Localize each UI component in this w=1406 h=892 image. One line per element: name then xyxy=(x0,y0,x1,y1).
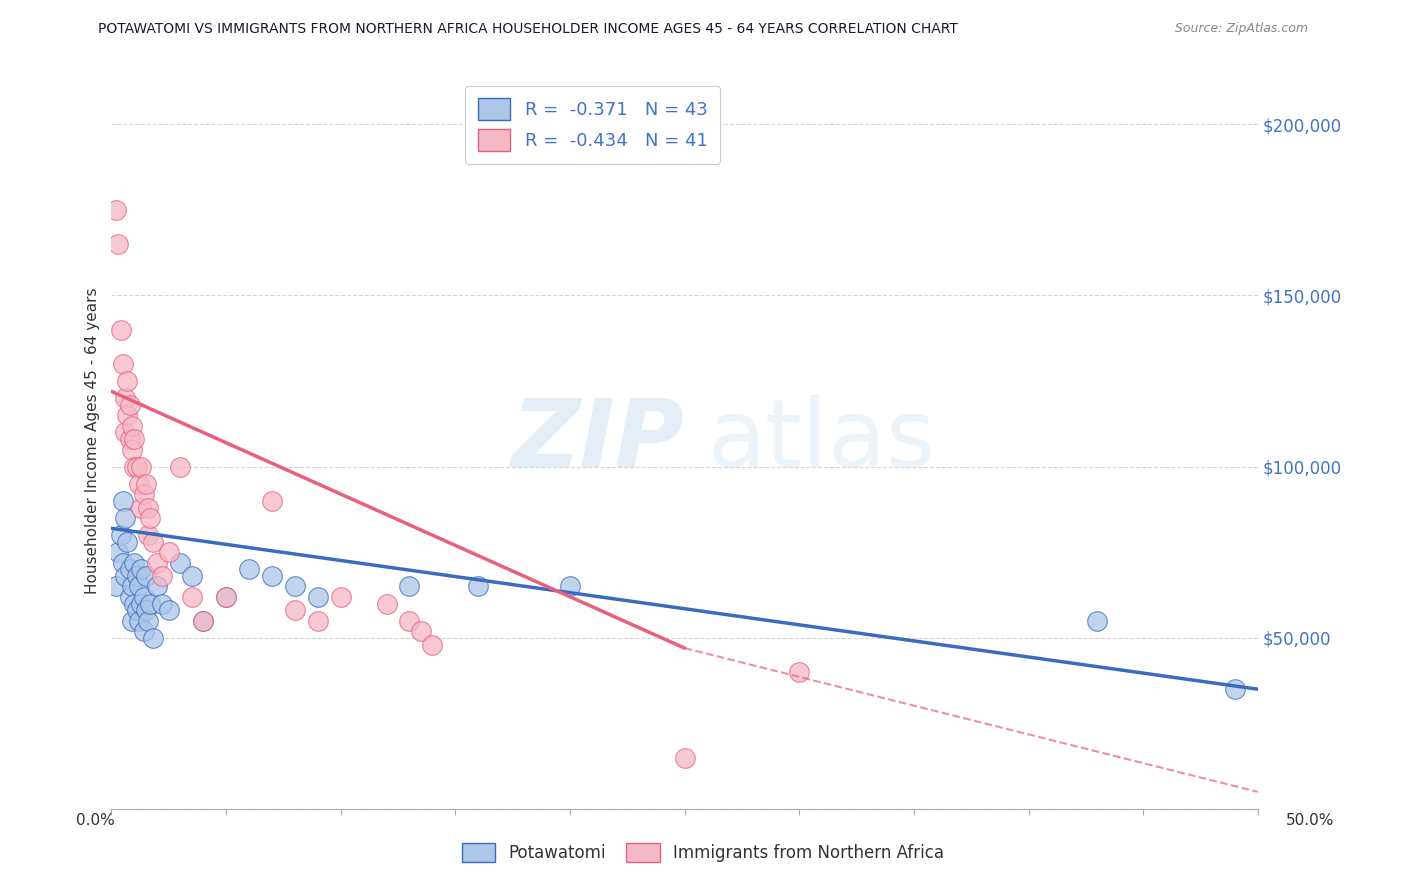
Point xyxy=(329,590,352,604)
Point xyxy=(129,562,152,576)
Point xyxy=(260,569,283,583)
Point xyxy=(139,597,162,611)
Point xyxy=(260,494,283,508)
Point xyxy=(118,562,141,576)
Point xyxy=(215,590,238,604)
Point xyxy=(307,590,329,604)
Point xyxy=(136,614,159,628)
Point xyxy=(135,569,157,583)
Point xyxy=(409,624,432,638)
Point xyxy=(180,569,202,583)
Point xyxy=(139,511,162,525)
Point xyxy=(150,569,173,583)
Point xyxy=(128,614,150,628)
Point xyxy=(1223,682,1246,697)
Point xyxy=(124,597,146,611)
Point xyxy=(398,614,420,628)
Point xyxy=(191,614,214,628)
Point xyxy=(111,494,134,508)
Point xyxy=(180,590,202,604)
Point xyxy=(111,556,134,570)
Text: 50.0%: 50.0% xyxy=(1286,814,1334,828)
Legend: R =  -0.371   N = 43, R =  -0.434   N = 41: R = -0.371 N = 43, R = -0.434 N = 41 xyxy=(465,86,720,164)
Point xyxy=(142,535,165,549)
Point xyxy=(105,579,128,593)
Point xyxy=(787,665,810,679)
Point xyxy=(117,409,139,423)
Point xyxy=(105,202,128,217)
Point xyxy=(110,323,132,337)
Point xyxy=(132,487,155,501)
Point xyxy=(135,603,157,617)
Point xyxy=(117,374,139,388)
Point xyxy=(114,511,136,525)
Point xyxy=(114,425,136,440)
Point xyxy=(146,579,169,593)
Text: POTAWATOMI VS IMMIGRANTS FROM NORTHERN AFRICA HOUSEHOLDER INCOME AGES 45 - 64 YE: POTAWATOMI VS IMMIGRANTS FROM NORTHERN A… xyxy=(98,22,959,37)
Point xyxy=(169,556,191,570)
Point xyxy=(121,579,143,593)
Y-axis label: Householder Income Ages 45 - 64 years: Householder Income Ages 45 - 64 years xyxy=(86,288,100,594)
Point xyxy=(307,614,329,628)
Point xyxy=(558,579,581,593)
Text: atlas: atlas xyxy=(707,395,936,487)
Point xyxy=(121,614,143,628)
Text: ZIP: ZIP xyxy=(512,395,685,487)
Point xyxy=(111,357,134,371)
Point xyxy=(136,500,159,515)
Point xyxy=(124,459,146,474)
Point xyxy=(191,614,214,628)
Point xyxy=(114,391,136,405)
Point xyxy=(215,590,238,604)
Point xyxy=(375,597,398,611)
Point xyxy=(398,579,420,593)
Point xyxy=(107,237,129,252)
Point xyxy=(238,562,260,576)
Point xyxy=(129,597,152,611)
Point xyxy=(124,432,146,446)
Text: Source: ZipAtlas.com: Source: ZipAtlas.com xyxy=(1174,22,1308,36)
Point xyxy=(135,476,157,491)
Point xyxy=(284,579,307,593)
Point xyxy=(157,545,180,559)
Point xyxy=(129,459,152,474)
Point xyxy=(422,638,444,652)
Point xyxy=(121,442,143,457)
Text: 0.0%: 0.0% xyxy=(76,814,115,828)
Point xyxy=(118,590,141,604)
Point xyxy=(128,579,150,593)
Point xyxy=(150,597,173,611)
Point xyxy=(114,569,136,583)
Point xyxy=(121,418,143,433)
Point xyxy=(125,459,148,474)
Point xyxy=(128,476,150,491)
Point xyxy=(284,603,307,617)
Point xyxy=(169,459,191,474)
Point xyxy=(467,579,489,593)
Point xyxy=(117,535,139,549)
Point xyxy=(1085,614,1108,628)
Point xyxy=(157,603,180,617)
Point xyxy=(125,603,148,617)
Point xyxy=(146,556,169,570)
Point xyxy=(129,500,152,515)
Point xyxy=(132,590,155,604)
Point xyxy=(673,750,696,764)
Point xyxy=(132,624,155,638)
Point xyxy=(125,569,148,583)
Point xyxy=(124,556,146,570)
Point xyxy=(118,432,141,446)
Point xyxy=(107,545,129,559)
Point xyxy=(136,528,159,542)
Legend: Potawatomi, Immigrants from Northern Africa: Potawatomi, Immigrants from Northern Afr… xyxy=(454,834,952,871)
Point xyxy=(118,398,141,412)
Point xyxy=(110,528,132,542)
Point xyxy=(142,631,165,645)
